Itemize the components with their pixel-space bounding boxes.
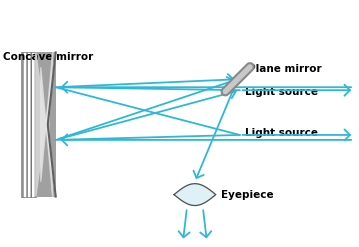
Text: Concave mirror: Concave mirror: [3, 52, 93, 62]
Text: Eyepiece: Eyepiece: [221, 190, 274, 200]
Polygon shape: [41, 52, 53, 197]
Polygon shape: [36, 52, 56, 197]
Polygon shape: [174, 184, 216, 206]
Text: Light source: Light source: [244, 128, 318, 138]
Bar: [21, 52, 36, 197]
Text: Plane mirror: Plane mirror: [248, 64, 321, 74]
Text: Light source: Light source: [244, 87, 318, 97]
Bar: [36, 52, 56, 197]
